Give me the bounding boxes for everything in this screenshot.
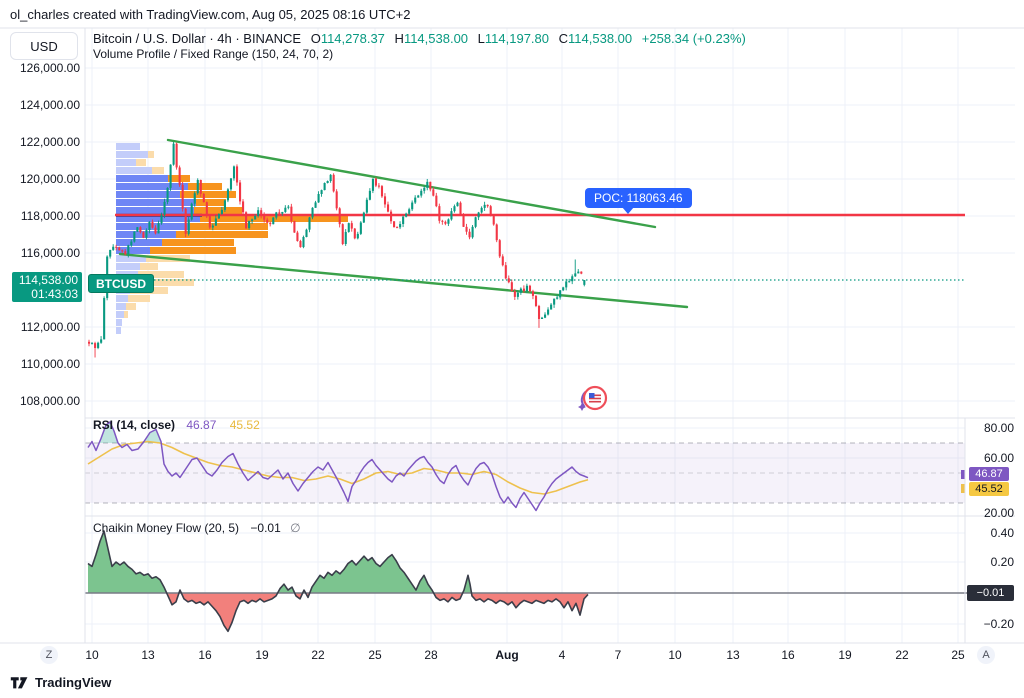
symbol-badge: BTCUSD [88,274,154,293]
time-tick-label: 25 [368,648,382,662]
cmf-title: Chaikin Money Flow (20, 5) [93,521,240,535]
adjust-button[interactable]: A [977,646,995,664]
bar-countdown: 01:43:03 [31,287,78,301]
time-tick-label: 19 [255,648,269,662]
time-tick-label: 4 [558,648,566,662]
rsi-tick-label: 20.00 [983,506,1014,520]
time-tick-label: 16 [198,648,212,662]
cmf-legend: Chaikin Money Flow (20, 5) −0.01 ∅ [93,521,301,535]
close-label: C [558,31,569,46]
cmf-value: −0.01 [250,521,281,535]
symbol-title: Bitcoin / U.S. Dollar · 4h · BINANCE [93,31,302,46]
cmf-tick-label: −0.20 [983,617,1014,631]
watermark: ol_charles created with TradingView.com,… [10,7,411,22]
high-label: H [394,31,404,46]
price-tick-label: 126,000.00 [19,61,80,75]
open-value: 114,278.37 [320,31,385,46]
rsi-value: 46.87 [186,418,217,432]
low-value: 114,197.80 [484,31,550,46]
current-price-badge: 114,538.00 01:43:03 [12,272,82,302]
price-tick-label: 120,000.00 [19,172,80,186]
close-value: 114,538.00 [568,31,633,46]
price-tick-label: 118,000.00 [20,209,80,223]
high-value: 114,538.00 [403,31,469,46]
sparkle-icon [578,403,586,411]
price-tick-label: 110,000.00 [20,357,80,371]
current-price: 114,538.00 [18,273,78,287]
time-tick-label: 25 [951,648,965,662]
time-tick-label: 10 [85,648,99,662]
chart-legend: Bitcoin / U.S. Dollar · 4h · BINANCE O11… [93,31,746,46]
price-tick-label: 122,000.00 [19,135,80,149]
footer-brand: TradingView [10,674,111,690]
open-label: O [310,31,321,46]
time-tick-label: 22 [895,648,909,662]
change-value: +258.34 (+0.23%) [641,31,746,46]
time-tick-label: 22 [311,648,325,662]
time-tick-label: Aug [495,648,519,662]
cmf-zero-icon: ∅ [290,521,301,535]
rsi-ma-value: 45.52 [229,418,260,432]
rsi-ma-badge: 45.52 [969,482,1009,496]
time-tick-label: 13 [726,648,740,662]
time-tick-label: 19 [838,648,852,662]
rsi-legend: RSI (14, close) 46.87 45.52 [93,418,260,432]
time-tick-label: 16 [781,648,795,662]
time-tick-label: 28 [424,648,438,662]
price-tick-label: 108,000.00 [19,394,80,408]
price-tick-label: 116,000.00 [20,246,80,260]
tradingview-logo-icon [10,677,28,689]
cmf-tick-label: 0.20 [990,555,1014,569]
rsi-value-badge: 46.87 [969,467,1009,481]
rsi-title: RSI (14, close) [93,418,176,432]
time-tick-label: 7 [614,648,622,662]
timezone-button[interactable]: Z [40,646,58,664]
cmf-tick-label: 0.40 [990,526,1014,540]
brand-name: TradingView [35,674,112,690]
rsi-tick-label: 80.00 [983,421,1014,435]
cmf-value-badge: −0.01 [967,585,1014,601]
poc-label: POC: 118063.46 [585,188,692,208]
time-tick-label: 13 [141,648,155,662]
low-label: L [477,31,485,46]
indicator-legend: Volume Profile / Fixed Range (150, 24, 7… [93,47,334,61]
price-tick-label: 124,000.00 [19,98,80,112]
poc-label-pointer [622,207,634,214]
time-tick-label: 10 [668,648,682,662]
currency-button[interactable]: USD [10,32,78,60]
us-flag-event-icon[interactable] [578,384,610,414]
rsi-tick-label: 60.00 [983,451,1014,465]
price-tick-label: 112,000.00 [20,320,80,334]
